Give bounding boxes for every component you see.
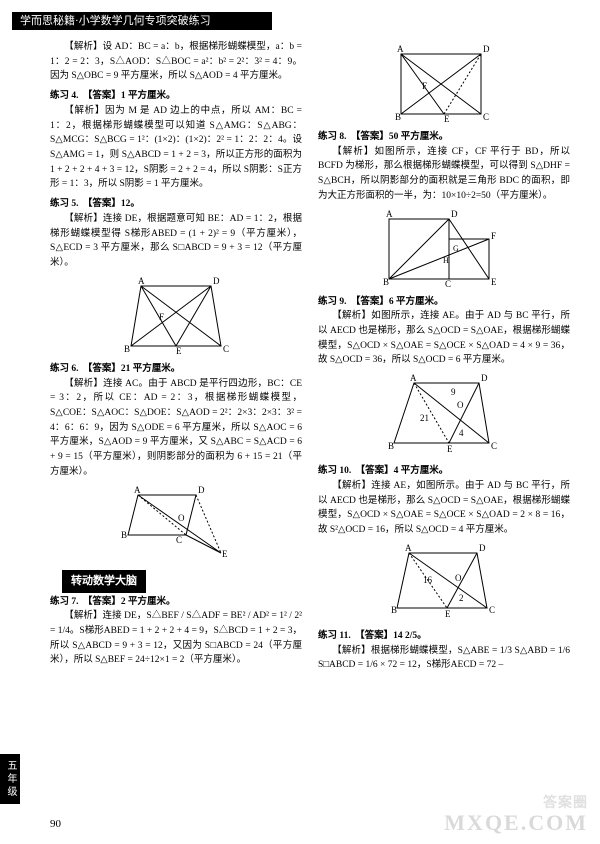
ex5-answer: 【答案】12。 <box>83 199 140 209</box>
svg-text:B: B <box>124 344 130 354</box>
ex9-body: 【解析】如图所示，连接 AE。由于 AD 与 BC 平行，所以 AECD 也是梯… <box>318 309 570 368</box>
exercise-10: 练习 10. 【答案】4 平方厘米。 【解析】连接 AE，如图所示。由于 AD … <box>318 464 570 538</box>
svg-text:G: G <box>453 244 459 253</box>
svg-text:C: C <box>176 535 182 545</box>
exercise-4: 练习 4. 【答案】1 平方厘米。 【解析】因为 M 是 AD 边上的中点，所以… <box>50 89 302 192</box>
right-column: A D B E C F 练习 8. 【答案】50 平方厘米。 【解析】如图所示，连接 … <box>318 40 570 814</box>
svg-text:O: O <box>455 573 462 583</box>
svg-text:A: A <box>134 485 141 495</box>
svg-text:C: C <box>445 279 451 289</box>
figure-ex6: A D B C E O <box>116 485 236 560</box>
svg-text:O: O <box>457 400 464 410</box>
svg-text:D: D <box>213 276 220 286</box>
ex5-label: 练习 5. <box>50 197 79 212</box>
ex11-body: 【解析】根据梯形蝴蝶模型，S△ABE = 1/3 S△ABD = 1/6 S□A… <box>318 644 570 673</box>
ex4-body: 【解析】因为 M 是 AD 边上的中点，所以 AM：BC = 1：2，根据梯形蝴… <box>50 104 302 192</box>
svg-text:H: H <box>443 256 449 265</box>
svg-text:E: E <box>176 346 182 356</box>
grade-tab: 五年级 <box>0 754 20 804</box>
svg-text:E: E <box>447 444 453 454</box>
watermark-top: 答案圈 <box>543 792 588 812</box>
exercise-11: 练习 11. 【答案】14 2/5。 【解析】根据梯形蝴蝶模型，S△ABE = … <box>318 629 570 673</box>
ex8-label: 练习 8. <box>318 130 347 145</box>
svg-text:B: B <box>121 530 127 540</box>
ex5-body: 【解析】连接 DE，根据题意可知 BE：AD = 1：2，根据梯形蝴蝶模型得 S… <box>50 212 302 271</box>
ex7-label: 练习 7. <box>50 595 79 610</box>
svg-text:A: A <box>386 209 393 219</box>
ex8-body: 【解析】如图所示，连接 CF，CF 平行于 BD，所以 BCFD 为梯形，那么根… <box>318 145 570 204</box>
svg-text:A: A <box>397 44 404 54</box>
svg-text:D: D <box>479 543 486 553</box>
svg-text:E: E <box>444 114 450 124</box>
svg-text:A: A <box>405 543 412 553</box>
ex7-answer: 【答案】2 平方厘米。 <box>83 597 176 607</box>
figure-ex8: A D B C F E GH <box>379 209 509 289</box>
svg-text:F: F <box>159 312 164 322</box>
exercise-8: 练习 8. 【答案】50 平方厘米。 【解析】如图所示，连接 CF，CF 平行于… <box>318 130 570 204</box>
figure-ex5: A D B E C F <box>121 276 231 356</box>
svg-text:C: C <box>489 605 495 615</box>
svg-text:C: C <box>223 344 229 354</box>
svg-text:E: E <box>222 549 228 559</box>
svg-text:C: C <box>491 441 497 451</box>
brain-box: 转动数学大脑 <box>62 570 146 593</box>
figure-ex8-top: A D B E C F <box>389 44 499 124</box>
figure-ex10: A D B E C O 16 2 <box>387 543 502 623</box>
ex11-label: 练习 11. <box>318 629 351 644</box>
ex8-answer: 【答案】50 平方厘米。 <box>351 132 448 142</box>
ex10-label: 练习 10. <box>318 464 351 479</box>
watermark-bottom: MXQE.COM <box>444 810 588 836</box>
svg-text:F: F <box>422 81 427 91</box>
ex9-answer: 【答案】6 平方厘米。 <box>351 297 444 307</box>
svg-text:16: 16 <box>423 575 433 585</box>
svg-text:A: A <box>410 373 417 383</box>
svg-text:E: E <box>445 609 451 619</box>
svg-text:D: D <box>481 373 488 383</box>
ex6-body: 【解析】连接 AC。由于 ABCD 是平行四边形，BC：CE = 3：2，所以 … <box>50 377 302 480</box>
svg-text:2: 2 <box>459 593 464 603</box>
page-content: 【解析】设 AD：BC = a：b，根据梯形蝴蝶模型，a：b = 1：2 = 2… <box>50 40 570 814</box>
svg-text:21: 21 <box>420 413 429 423</box>
svg-text:D: D <box>198 485 205 495</box>
svg-text:E: E <box>491 277 497 287</box>
analysis-intro: 【解析】设 AD：BC = a：b，根据梯形蝴蝶模型，a：b = 1：2 = 2… <box>50 40 302 84</box>
svg-text:O: O <box>178 513 185 523</box>
svg-text:C: C <box>483 112 489 122</box>
ex4-label: 练习 4. <box>50 89 79 104</box>
exercise-6: 练习 6. 【答案】21 平方厘米。 【解析】连接 AC。由于 ABCD 是平行… <box>50 362 302 480</box>
ex6-answer: 【答案】21 平方厘米。 <box>83 364 180 374</box>
exercise-7: 练习 7. 【答案】2 平方厘米。 【解析】连接 DE，S△BEF / S△AD… <box>50 595 302 669</box>
svg-text:A: A <box>138 276 145 286</box>
ex4-answer: 【答案】1 平方厘米。 <box>83 91 176 101</box>
ex9-label: 练习 9. <box>318 295 347 310</box>
svg-text:9: 9 <box>451 387 456 397</box>
svg-text:B: B <box>388 441 394 451</box>
svg-text:D: D <box>451 209 458 219</box>
svg-text:B: B <box>391 605 397 615</box>
svg-text:B: B <box>383 277 389 287</box>
svg-text:F: F <box>491 231 496 241</box>
ex7-body: 【解析】连接 DE，S△BEF / S△ADF = BE² / AD² = 1²… <box>50 609 302 668</box>
left-column: 【解析】设 AD：BC = a：b，根据梯形蝴蝶模型，a：b = 1：2 = 2… <box>50 40 302 814</box>
header-bar: 学而思秘籍·小学数学几何专项突破练习 <box>12 12 272 30</box>
exercise-9: 练习 9. 【答案】6 平方厘米。 【解析】如图所示，连接 AE。由于 AD 与… <box>318 295 570 369</box>
ex11-answer: 【答案】14 2/5。 <box>355 631 427 641</box>
svg-text:4: 4 <box>459 428 464 438</box>
figure-ex9: A D B E C O 9 21 4 <box>384 373 504 458</box>
ex10-body: 【解析】连接 AE，如图所示。由于 AD 与 BC 平行，所以 AECD 也是梯… <box>318 479 570 538</box>
svg-text:D: D <box>483 44 490 54</box>
page-number: 90 <box>50 818 61 830</box>
ex6-label: 练习 6. <box>50 362 79 377</box>
ex10-answer: 【答案】4 平方厘米。 <box>356 466 449 476</box>
exercise-5: 练习 5. 【答案】12。 【解析】连接 DE，根据题意可知 BE：AD = 1… <box>50 197 302 271</box>
svg-text:B: B <box>395 112 401 122</box>
